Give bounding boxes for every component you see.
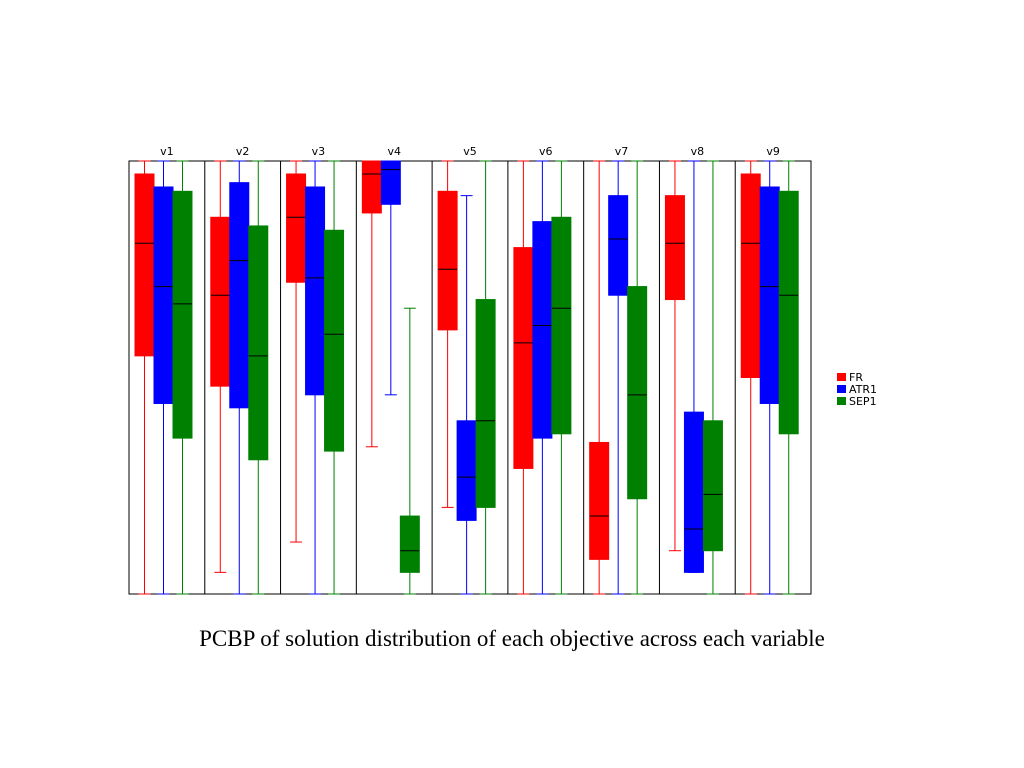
box-atr1-v3 [305,160,326,595]
box-fr-v4 [361,160,382,448]
box-body [475,299,496,508]
panel-label-v6: v6 [539,145,553,158]
box-fr-v5 [437,160,458,508]
box-body [589,441,610,560]
box-sep1-v9 [778,160,799,595]
box-fr-v6 [513,160,534,595]
panel-label-v5: v5 [463,145,477,158]
box-body [229,182,250,409]
box-atr1-v1 [153,160,174,595]
box-sep1-v6 [551,160,572,595]
legend-label-fr: FR [849,371,863,384]
box-body [759,186,780,404]
panel-label-v1: v1 [160,145,174,158]
box-body [210,216,231,387]
panel-label-v9: v9 [766,145,780,158]
box-body [740,173,761,378]
box-body [380,160,401,205]
box-sep1-v8 [702,160,723,595]
figure-caption: PCBP of solution distribution of each ob… [199,626,825,651]
box-body [778,190,799,435]
box-sep1-v1 [172,160,193,595]
box-atr1-v6 [532,160,553,595]
box-atr1-v8 [683,160,704,573]
box-fr-v9 [740,160,761,595]
box-body [172,190,193,439]
box-body [248,225,269,461]
panel-label-v7: v7 [615,145,629,158]
box-sep1-v2 [248,160,269,595]
panel-label-v3: v3 [312,145,326,158]
box-sep1-v5 [475,160,496,595]
box-body [664,195,685,301]
box-fr-v7 [589,160,610,595]
box-body [286,173,307,283]
panel-label-v2: v2 [236,145,250,158]
legend-swatch-atr1 [837,385,846,393]
box-fr-v2 [210,160,231,573]
box-body [532,221,553,439]
box-body [513,247,534,469]
box-body [627,286,648,500]
box-body [608,195,629,296]
legend-swatch-fr [837,373,846,381]
box-body [683,411,704,573]
box-body [399,515,420,573]
legend-label-atr1: ATR1 [849,383,877,396]
box-body [361,160,382,214]
box-body [437,190,458,331]
box-atr1-v4 [380,160,401,396]
box-atr1-v9 [759,160,780,595]
box-sep1-v7 [627,160,648,595]
box-atr1-v7 [608,160,629,595]
box-fr-v1 [134,160,155,595]
box-fr-v3 [286,160,307,543]
box-sep1-v3 [324,160,345,595]
box-body [551,216,572,435]
legend-label-sep1: SEP1 [849,395,877,408]
box-body [134,173,155,357]
box-body [153,186,174,404]
box-body [324,229,345,452]
panel-label-v4: v4 [387,145,401,158]
box-fr-v8 [664,160,685,552]
box-body [456,420,477,521]
box-atr1-v2 [229,160,250,595]
box-sep1-v4 [399,307,420,595]
legend-swatch-sep1 [837,397,846,405]
box-body [305,186,326,396]
panel-label-v8: v8 [691,145,705,158]
box-body [702,420,723,552]
box-atr1-v5 [456,195,477,595]
